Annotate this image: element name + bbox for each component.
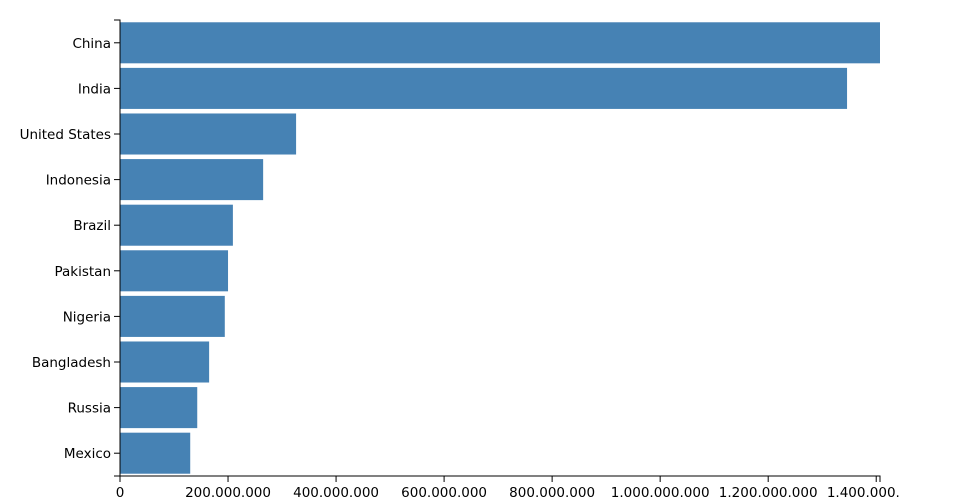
x-tick-label: 1.200.000.000 <box>719 485 818 500</box>
bar <box>120 341 210 383</box>
x-tick-label: 1.000.000.000 <box>611 485 710 500</box>
x-tick-label: 0 <box>116 485 125 500</box>
y-tick-label: Nigeria <box>63 309 111 325</box>
bar <box>120 113 297 155</box>
y-tick-label: China <box>72 36 111 52</box>
chart: China India United States Indonesia Brazil Pa… <box>20 19 900 500</box>
x-tick-label: 800.000.000 <box>509 485 595 500</box>
y-tick-label: Bangladesh <box>32 355 111 371</box>
bar <box>120 250 229 292</box>
x-tick-label: 400.000.000 <box>293 485 379 500</box>
y-axis <box>114 19 121 477</box>
x-tick-label: 200.000.000 <box>185 485 271 500</box>
bar <box>120 159 264 201</box>
bar <box>120 387 198 429</box>
y-tick-label: Mexico <box>64 446 111 462</box>
x-tick-label: 1.400.000.000 <box>827 485 900 500</box>
y-tick-label: India <box>78 81 111 97</box>
x-axis <box>119 475 881 482</box>
y-tick-label: Russia <box>68 401 111 417</box>
bar <box>120 295 225 337</box>
bar <box>120 22 880 64</box>
bar <box>120 67 848 109</box>
y-tick-label: Pakistan <box>54 264 111 280</box>
y-tick-label: Indonesia <box>46 173 111 189</box>
y-tick-label: Brazil <box>73 218 111 234</box>
bar <box>120 432 191 474</box>
y-tick-label: United States <box>20 127 111 143</box>
x-tick-label: 600.000.000 <box>401 485 487 500</box>
bar <box>120 204 233 246</box>
